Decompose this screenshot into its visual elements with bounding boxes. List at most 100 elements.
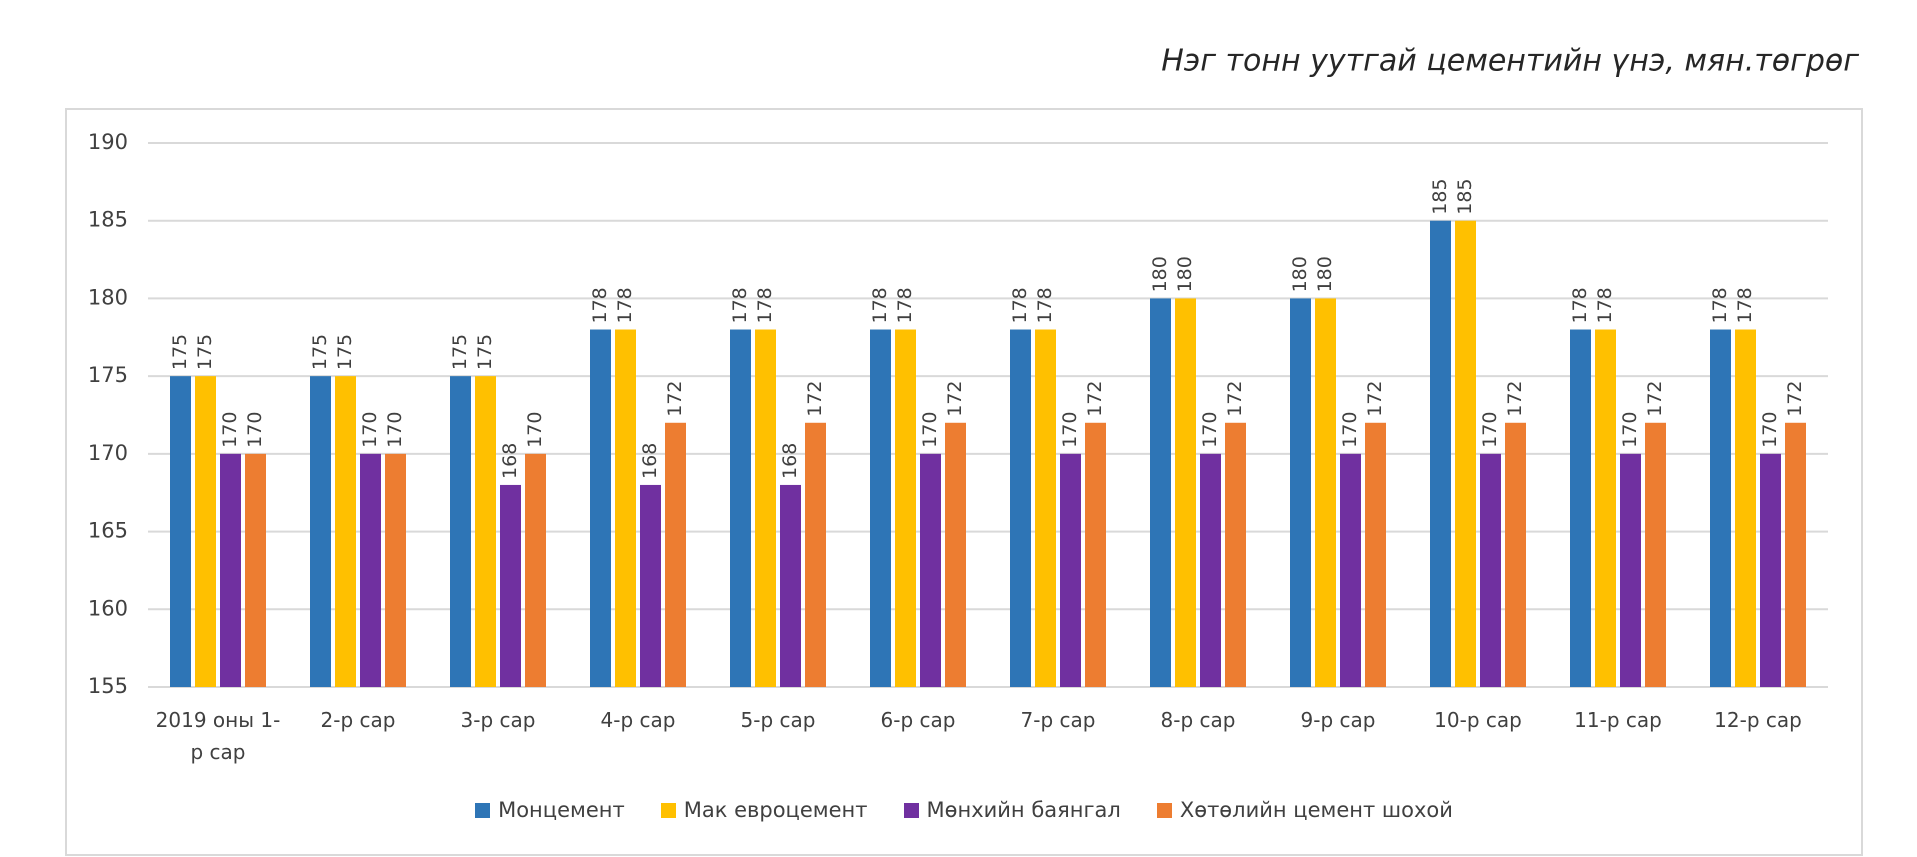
- legend-swatch: [475, 802, 491, 818]
- data-label: 170: [919, 412, 941, 448]
- bar: [170, 376, 191, 687]
- data-label: 180: [1174, 256, 1196, 292]
- y-tick-label: 185: [88, 208, 128, 232]
- data-label: 170: [359, 412, 381, 448]
- data-label: 170: [1619, 412, 1641, 448]
- data-label: 172: [664, 381, 686, 417]
- bar: [920, 453, 941, 687]
- data-label: 168: [499, 443, 521, 479]
- bar: [1760, 453, 1781, 687]
- x-tick-label: 8-р сар: [1160, 708, 1236, 732]
- data-label: 178: [1569, 287, 1591, 323]
- bar: [220, 453, 241, 687]
- data-label: 178: [1709, 287, 1731, 323]
- legend-label: Мак евроцемент: [683, 798, 868, 822]
- data-label: 178: [1734, 287, 1756, 323]
- bar: [640, 484, 661, 687]
- data-label: 172: [1784, 381, 1806, 417]
- x-tick-label: 12-р сар: [1714, 708, 1802, 732]
- data-label: 178: [1034, 287, 1056, 323]
- legend-item: Монцемент: [475, 798, 625, 822]
- data-label: 170: [1199, 412, 1221, 448]
- x-tick-label: 7-р сар: [1020, 708, 1096, 732]
- bar: [895, 329, 916, 687]
- bar: [450, 376, 471, 687]
- x-tick-label: 4-р сар: [600, 708, 676, 732]
- bar: [730, 329, 751, 687]
- bar: [1175, 298, 1196, 687]
- data-label: 178: [614, 287, 636, 323]
- data-label: 170: [1479, 412, 1501, 448]
- y-tick-label: 190: [88, 130, 128, 154]
- data-label: 180: [1149, 256, 1171, 292]
- bar: [780, 484, 801, 687]
- y-tick-label: 170: [88, 441, 128, 465]
- bar: [1150, 298, 1171, 687]
- bar: [525, 453, 546, 687]
- x-tick-label: 10-р сар: [1434, 708, 1522, 732]
- bar: [1430, 220, 1451, 687]
- chart-frame: [65, 108, 1863, 856]
- data-label: 170: [1339, 412, 1361, 448]
- legend-label: Монцемент: [498, 798, 625, 822]
- bar: [1060, 453, 1081, 687]
- y-tick-label: 160: [88, 596, 128, 620]
- bar: [1200, 453, 1221, 687]
- bar: [945, 422, 966, 687]
- data-label: 175: [169, 334, 191, 370]
- bar: [805, 422, 826, 687]
- x-tick-label: 5-р сар: [740, 708, 816, 732]
- data-label: 178: [754, 287, 776, 323]
- data-label: 178: [869, 287, 891, 323]
- x-tick-label: 6-р сар: [880, 708, 956, 732]
- bar: [870, 329, 891, 687]
- legend-label: Мөнхийн баянгал: [926, 798, 1121, 822]
- data-label: 170: [1059, 412, 1081, 448]
- y-tick-label: 165: [88, 519, 128, 543]
- data-label: 170: [384, 412, 406, 448]
- data-label: 175: [334, 334, 356, 370]
- x-tick-label: 2-р сар: [320, 708, 396, 732]
- bar: [1480, 453, 1501, 687]
- x-tick-label: 11-р сар: [1574, 708, 1662, 732]
- bar: [1225, 422, 1246, 687]
- data-label: 172: [944, 381, 966, 417]
- bar: [615, 329, 636, 687]
- data-label: 178: [1594, 287, 1616, 323]
- legend-swatch: [903, 802, 919, 818]
- data-label: 185: [1454, 178, 1476, 214]
- bar: [500, 484, 521, 687]
- y-tick-label: 180: [88, 285, 128, 309]
- legend-label: Хөтөлийн цемент шохой: [1179, 798, 1453, 822]
- data-label: 175: [309, 334, 331, 370]
- y-tick-label: 155: [88, 674, 128, 698]
- bar: [1035, 329, 1056, 687]
- bar: [1290, 298, 1311, 687]
- bar: [385, 453, 406, 687]
- bar: [1455, 220, 1476, 687]
- data-label: 172: [1364, 381, 1386, 417]
- data-label: 172: [1084, 381, 1106, 417]
- bar: [1505, 422, 1526, 687]
- bar: [590, 329, 611, 687]
- bar: [1365, 422, 1386, 687]
- legend: Монцемент Мак евроцемент Мөнхийн баянгал Хө…: [66, 798, 1862, 822]
- data-label: 178: [729, 287, 751, 323]
- data-label: 180: [1289, 256, 1311, 292]
- data-label: 180: [1314, 256, 1336, 292]
- x-tick-label: 9-р сар: [1300, 708, 1376, 732]
- x-tick-label: 2019 оны 1-р сар: [155, 708, 281, 764]
- bar: [245, 453, 266, 687]
- bar: [665, 422, 686, 687]
- data-label: 172: [1644, 381, 1666, 417]
- data-label: 175: [194, 334, 216, 370]
- data-label: 170: [1759, 412, 1781, 448]
- data-label: 175: [449, 334, 471, 370]
- x-tick-label: 3-р сар: [460, 708, 536, 732]
- bar: [1735, 329, 1756, 687]
- data-label: 170: [219, 412, 241, 448]
- data-label: 168: [779, 443, 801, 479]
- data-label: 170: [524, 412, 546, 448]
